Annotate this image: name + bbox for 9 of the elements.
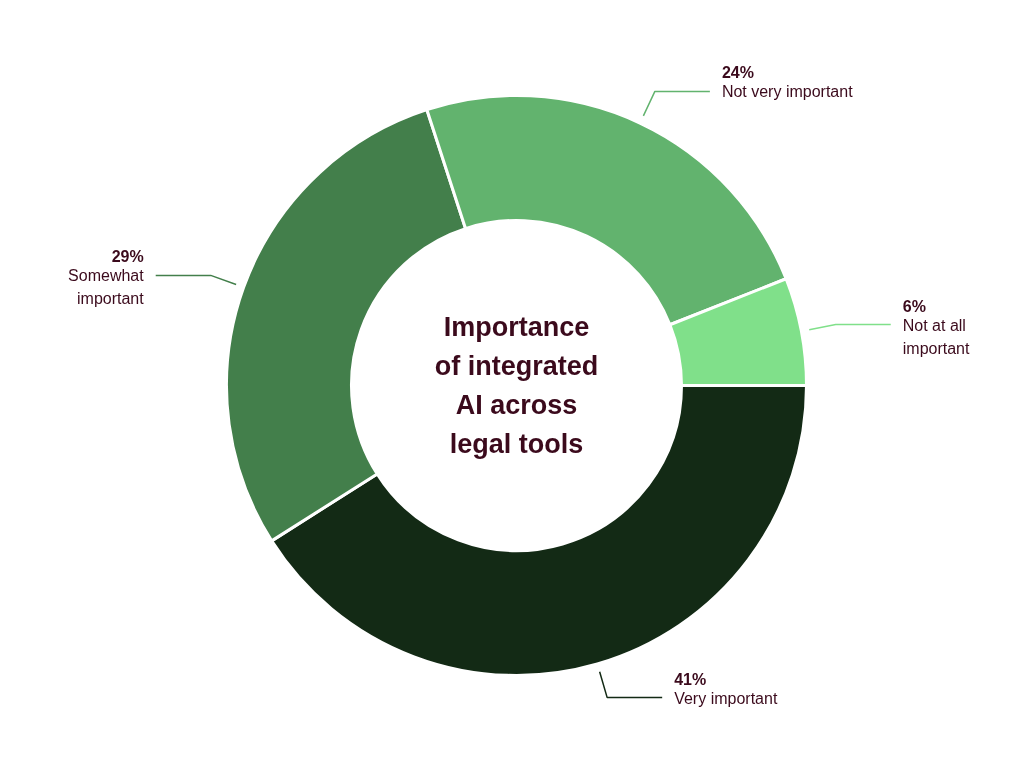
data-label: 6% (902, 297, 926, 315)
data-label: 29% (111, 248, 144, 266)
slice-label: Not at all important (902, 316, 970, 357)
slice-label: Somewhat important (68, 267, 145, 308)
data-label: 24% (721, 64, 754, 82)
data-label: 41% (674, 670, 707, 688)
slice-label: Not very important (721, 83, 854, 101)
text: Importance of integrated AI across legal tools (434, 312, 599, 459)
slice-label: Very important (674, 689, 778, 707)
